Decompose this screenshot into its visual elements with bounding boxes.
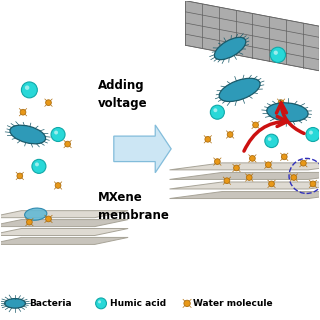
Polygon shape	[0, 211, 128, 218]
Circle shape	[265, 134, 278, 148]
Circle shape	[300, 160, 306, 166]
Text: Humic acid: Humic acid	[110, 299, 166, 308]
Circle shape	[270, 47, 285, 62]
Circle shape	[306, 127, 320, 141]
Circle shape	[184, 300, 190, 307]
Circle shape	[266, 162, 271, 168]
Ellipse shape	[267, 103, 308, 122]
Text: Adding
voltage: Adding voltage	[98, 79, 148, 110]
Circle shape	[35, 163, 39, 166]
Circle shape	[246, 175, 252, 180]
Circle shape	[253, 122, 259, 128]
Circle shape	[269, 181, 274, 187]
Text: Bacteria: Bacteria	[29, 299, 72, 308]
Polygon shape	[114, 125, 171, 173]
Circle shape	[54, 131, 58, 134]
Polygon shape	[0, 237, 128, 244]
Polygon shape	[170, 192, 320, 198]
Polygon shape	[170, 163, 320, 170]
Ellipse shape	[5, 299, 25, 308]
Circle shape	[281, 154, 287, 160]
Polygon shape	[170, 172, 320, 180]
Circle shape	[213, 108, 217, 112]
Circle shape	[310, 181, 316, 187]
Ellipse shape	[25, 208, 47, 220]
Circle shape	[96, 298, 107, 309]
Circle shape	[224, 178, 230, 184]
Circle shape	[46, 216, 51, 222]
Ellipse shape	[214, 37, 246, 60]
Circle shape	[227, 132, 233, 137]
Circle shape	[46, 100, 51, 106]
Circle shape	[205, 136, 211, 142]
Circle shape	[98, 300, 101, 303]
Circle shape	[65, 141, 70, 147]
Circle shape	[55, 183, 61, 188]
Text: MXene
membrane: MXene membrane	[98, 191, 169, 222]
Circle shape	[274, 51, 278, 55]
Circle shape	[51, 127, 65, 141]
Circle shape	[250, 156, 255, 161]
Circle shape	[309, 131, 313, 134]
Circle shape	[32, 159, 46, 173]
Ellipse shape	[219, 78, 260, 101]
Circle shape	[25, 85, 29, 90]
Circle shape	[268, 137, 271, 141]
Polygon shape	[0, 228, 128, 236]
Circle shape	[20, 109, 26, 115]
Polygon shape	[170, 182, 320, 189]
Circle shape	[278, 100, 284, 106]
Circle shape	[214, 159, 220, 164]
Ellipse shape	[10, 125, 46, 144]
Circle shape	[17, 173, 23, 179]
Circle shape	[291, 175, 297, 180]
Circle shape	[27, 219, 32, 225]
Circle shape	[21, 82, 37, 98]
Polygon shape	[0, 220, 128, 227]
Circle shape	[234, 165, 239, 171]
Circle shape	[210, 105, 224, 119]
Polygon shape	[186, 1, 319, 71]
Text: Water molecule: Water molecule	[194, 299, 273, 308]
